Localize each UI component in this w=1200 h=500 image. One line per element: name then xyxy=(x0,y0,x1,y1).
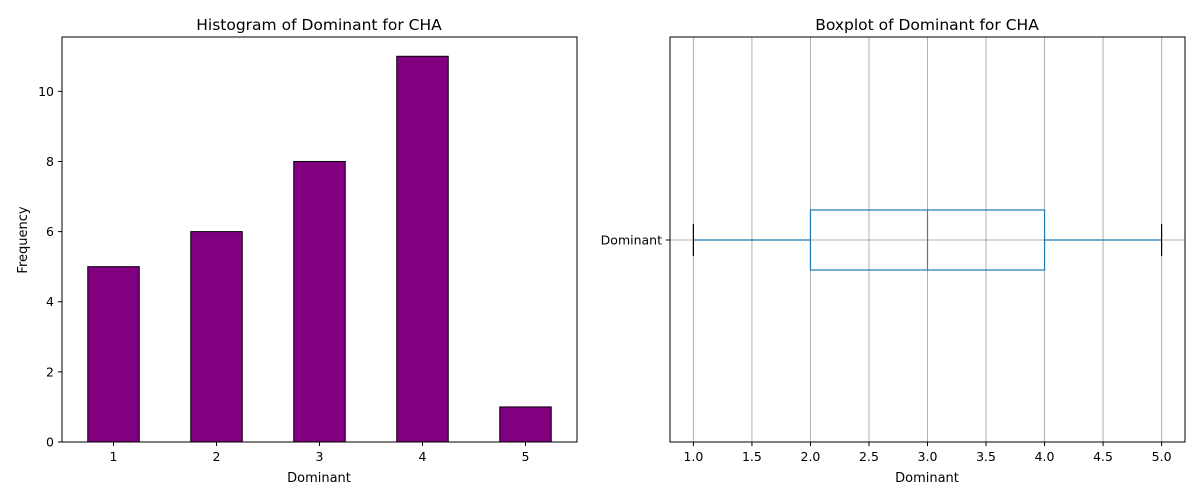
histogram-bar xyxy=(499,406,552,443)
boxplot-x-tick-label: 4.5 xyxy=(1093,449,1113,464)
histogram-y-tick-label: 6 xyxy=(46,224,54,239)
histogram-y-tick-label: 10 xyxy=(38,84,54,99)
histogram-title: Histogram of Dominant for CHA xyxy=(196,16,442,34)
histogram-y-tick-label: 4 xyxy=(46,294,54,309)
boxplot-x-tick-label: 5.0 xyxy=(1152,449,1172,464)
boxplot-x-tick-label: 2.5 xyxy=(859,449,879,464)
histogram-y-axis-label: Frequency xyxy=(16,206,31,273)
boxplot-x-tick-label: 4.0 xyxy=(1035,449,1055,464)
histogram-x-tick-label: 5 xyxy=(522,449,530,464)
histogram-x-tick-label: 2 xyxy=(213,449,221,464)
boxplot-x-axis-label: Dominant xyxy=(895,471,959,486)
histogram-x-tick-label: 1 xyxy=(110,449,118,464)
histogram-y-tick-label: 2 xyxy=(46,364,54,379)
histogram-x-tick-label: 3 xyxy=(316,449,324,464)
histogram-panel: Histogram of Dominant for CHA 1 2 3 4 5 0 2 4 6… xyxy=(16,16,578,486)
histogram-bar xyxy=(87,266,140,443)
histogram-x-axis-label: Dominant xyxy=(287,471,351,486)
boxplot-panel: Boxplot of Dominant for CHA 1.0 1.5 2.0 2.5… xyxy=(601,16,1186,486)
boxplot-x-tick-label: 3.0 xyxy=(918,449,938,464)
histogram-bar xyxy=(293,160,346,443)
boxplot-x-tick-label: 1.0 xyxy=(683,449,703,464)
boxplot-x-tick-label: 3.5 xyxy=(976,449,996,464)
histogram-x-tick-label: 4 xyxy=(419,449,427,464)
histogram-bar xyxy=(396,55,449,443)
boxplot-x-tick-label: 1.5 xyxy=(742,449,762,464)
boxplot-y-tick-label: Dominant xyxy=(601,233,662,248)
histogram-bar xyxy=(190,231,243,443)
boxplot-title: Boxplot of Dominant for CHA xyxy=(815,16,1039,34)
boxplot-x-tick-label: 2.0 xyxy=(801,449,821,464)
histogram-y-tick-label: 0 xyxy=(46,435,54,450)
histogram-y-tick-label: 8 xyxy=(46,154,54,169)
